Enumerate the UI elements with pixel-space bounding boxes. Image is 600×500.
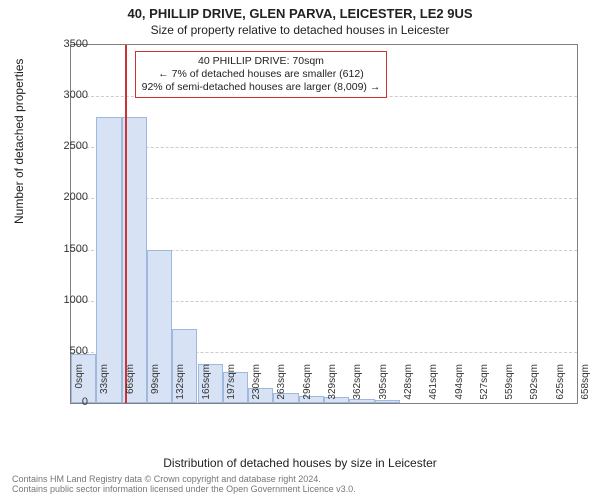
- xtick-label: 494sqm: [454, 364, 465, 408]
- histogram-bar: [96, 117, 121, 403]
- xtick-label: 99sqm: [150, 364, 161, 408]
- xtick-label: 66sqm: [125, 364, 136, 408]
- annotation-line: 40 PHILLIP DRIVE: 70sqm: [142, 55, 381, 68]
- xtick-label: 165sqm: [201, 364, 212, 408]
- ytick-label: 500: [48, 345, 88, 357]
- xtick-label: 296sqm: [302, 364, 313, 408]
- ytick-label: 3500: [48, 38, 88, 50]
- y-axis-label: Number of detached properties: [12, 59, 26, 224]
- x-axis-label: Distribution of detached houses by size …: [0, 456, 600, 470]
- ytick-label: 3000: [48, 89, 88, 101]
- chart-title-main: 40, PHILLIP DRIVE, GLEN PARVA, LEICESTER…: [0, 0, 600, 21]
- footer-attribution: Contains HM Land Registry data © Crown c…: [12, 474, 356, 495]
- xtick-label: 527sqm: [479, 364, 490, 408]
- annotation-box: 40 PHILLIP DRIVE: 70sqm← 7% of detached …: [135, 51, 388, 98]
- ytick-label: 2500: [48, 140, 88, 152]
- xtick-label: 230sqm: [251, 364, 262, 408]
- plot-area: 40 PHILLIP DRIVE: 70sqm← 7% of detached …: [70, 44, 578, 404]
- chart-title-sub: Size of property relative to detached ho…: [0, 21, 600, 37]
- xtick-label: 428sqm: [403, 364, 414, 408]
- annotation-line: 92% of semi-detached houses are larger (…: [142, 81, 381, 94]
- ytick-label: 2000: [48, 191, 88, 203]
- xtick-label: 33sqm: [99, 364, 110, 408]
- xtick-label: 592sqm: [529, 364, 540, 408]
- xtick-label: 625sqm: [555, 364, 566, 408]
- chart-container: 40, PHILLIP DRIVE, GLEN PARVA, LEICESTER…: [0, 0, 600, 500]
- footer-line-2: Contains public sector information licen…: [12, 484, 356, 494]
- gridline-h: [71, 147, 577, 148]
- xtick-label: 658sqm: [580, 364, 591, 408]
- footer-line-1: Contains HM Land Registry data © Crown c…: [12, 474, 356, 484]
- ytick-label: 1500: [48, 243, 88, 255]
- xtick-label: 197sqm: [226, 364, 237, 408]
- xtick-label: 263sqm: [276, 364, 287, 408]
- gridline-h: [71, 198, 577, 199]
- annotation-line: ← 7% of detached houses are smaller (612…: [142, 68, 381, 81]
- xtick-label: 0sqm: [74, 364, 85, 408]
- xtick-label: 132sqm: [175, 364, 186, 408]
- property-marker-line: [125, 45, 127, 403]
- xtick-label: 559sqm: [504, 364, 515, 408]
- ytick-label: 1000: [48, 294, 88, 306]
- xtick-label: 329sqm: [327, 364, 338, 408]
- xtick-label: 461sqm: [428, 364, 439, 408]
- xtick-label: 395sqm: [378, 364, 389, 408]
- xtick-label: 362sqm: [352, 364, 363, 408]
